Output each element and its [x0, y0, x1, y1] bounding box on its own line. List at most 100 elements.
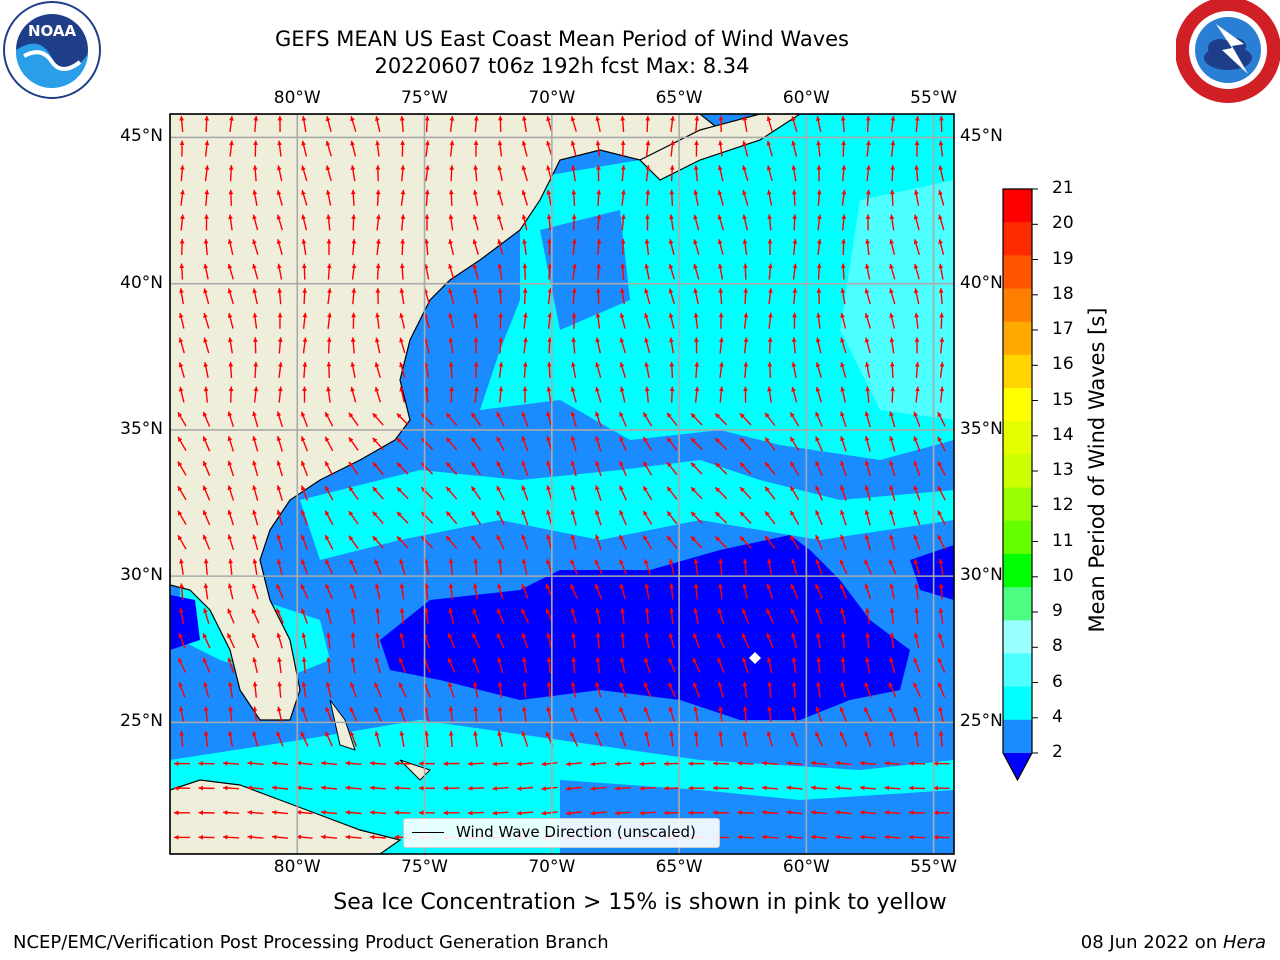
wave-direction-arrowhead — [448, 239, 453, 244]
wave-direction-arrowhead — [864, 460, 870, 466]
wave-direction-arrowhead — [276, 608, 281, 614]
wave-direction-arrowhead — [472, 682, 478, 687]
colorbar-segment — [1003, 454, 1032, 489]
colorbar-segment — [1003, 653, 1032, 688]
wave-direction-arrowhead — [860, 834, 865, 840]
wave-direction-arrowhead — [742, 657, 747, 663]
wave-direction-arrowhead — [447, 633, 453, 639]
longitude-label-bottom: 65°W — [655, 857, 703, 877]
map-frame — [169, 113, 955, 855]
wave-direction-arrowhead — [840, 682, 845, 687]
wave-direction-arrowhead — [473, 337, 479, 342]
wave-direction-arrowhead — [864, 583, 870, 589]
wave-direction-arrowhead — [909, 785, 914, 791]
wave-direction-arrowhead — [372, 413, 378, 419]
wave-direction-arrowhead — [296, 810, 302, 815]
wave-direction-arrowhead — [889, 657, 894, 663]
wave-direction-arrowhead — [766, 731, 772, 737]
wave-direction-arrowhead — [276, 411, 282, 417]
wave-direction-arrowhead — [913, 706, 919, 712]
wave-direction-arrowhead — [766, 633, 771, 639]
wave-direction-arrowhead — [546, 386, 552, 392]
wave-direction-arrowhead — [228, 189, 234, 195]
wave-direction-arrowhead — [472, 288, 478, 294]
wave-direction-arrowhead — [399, 559, 404, 564]
wave-direction-arrowhead — [668, 657, 673, 663]
wave-direction-arrowhead — [247, 760, 253, 766]
wave-direction-arrowhead — [841, 140, 846, 145]
wave-direction-arrowhead — [446, 437, 451, 443]
wave-direction-arrowhead — [888, 559, 894, 565]
wave-direction-arrowhead — [909, 810, 914, 815]
wave-direction-arrowhead — [396, 536, 402, 542]
colorbar-segment — [1003, 189, 1032, 223]
wave-direction-arrowhead — [253, 386, 259, 392]
wave-direction-arrowhead — [326, 214, 331, 220]
wave-direction-arrowhead — [374, 386, 380, 392]
wave-direction-arrowhead — [840, 411, 845, 417]
wave-direction-arrowhead — [644, 263, 650, 269]
colorbar-segment — [1003, 553, 1032, 588]
wave-direction-arrowhead — [743, 337, 749, 343]
wave-direction-arrowhead — [203, 263, 209, 269]
wave-direction-arrowhead — [349, 559, 355, 565]
wave-direction-arrowhead — [272, 834, 277, 840]
wave-direction-arrowhead — [571, 312, 577, 318]
wave-direction-arrowhead — [350, 583, 355, 589]
wave-direction-arrowhead — [717, 633, 722, 639]
wave-direction-arrowhead — [645, 189, 651, 195]
wave-direction-arrowhead — [202, 633, 208, 639]
wave-direction-arrowhead — [864, 263, 870, 269]
wave-direction-arrowhead — [792, 263, 798, 269]
wave-direction-arrowhead — [446, 536, 451, 541]
wave-direction-arrowhead — [203, 583, 209, 589]
wave-direction-arrowhead — [889, 731, 894, 737]
wave-direction-arrowhead — [571, 214, 577, 219]
wave-direction-arrowhead — [815, 534, 820, 540]
wave-direction-arrowhead — [864, 411, 870, 417]
wave-direction-arrowhead — [203, 558, 209, 564]
wave-direction-arrowhead — [811, 834, 816, 840]
wave-direction-arrowhead — [204, 165, 210, 170]
wave-direction-arrowhead — [374, 116, 380, 121]
wave-direction-arrowhead — [667, 486, 672, 492]
wave-direction-arrowhead — [866, 140, 871, 146]
wave-direction-arrowhead — [791, 706, 797, 712]
wave-direction-arrowhead — [447, 657, 453, 663]
wave-direction-arrowhead — [253, 362, 259, 367]
wave-direction-arrowhead — [448, 583, 454, 589]
wave-direction-arrowhead — [348, 412, 354, 418]
colorbar-segment — [1003, 487, 1032, 522]
wave-direction-arrowhead — [325, 461, 330, 467]
wave-direction-arrowhead — [272, 760, 277, 766]
wave-direction-arrowhead — [179, 263, 185, 269]
wave-direction-arrowhead — [840, 485, 845, 491]
wave-direction-arrowhead — [939, 386, 945, 392]
wave-direction-arrowhead — [815, 436, 820, 442]
wave-direction-arrowhead — [276, 706, 282, 712]
wave-direction-arrowhead — [471, 461, 476, 467]
wave-direction-arrowhead — [762, 834, 767, 840]
wave-direction-arrowhead — [937, 535, 942, 541]
wave-direction-arrowhead — [884, 834, 890, 840]
wave-direction-arrowhead — [715, 462, 721, 468]
wave-direction-arrowhead — [715, 536, 721, 542]
wave-direction-arrowhead — [595, 657, 601, 662]
wave-direction-arrowhead — [203, 682, 208, 687]
wave-direction-arrowhead — [251, 608, 257, 614]
wave-direction-arrowhead — [669, 386, 675, 392]
wave-direction-arrowhead — [252, 411, 257, 417]
wave-direction-arrowhead — [473, 116, 479, 121]
wave-direction-arrowhead — [619, 362, 625, 368]
wave-direction-arrowhead — [888, 682, 894, 688]
wave-direction-arrowhead — [765, 486, 770, 492]
wave-direction-arrowhead — [667, 462, 672, 467]
wave-direction-arrowhead — [741, 633, 747, 639]
wave-direction-arrowhead — [595, 460, 600, 466]
wave-direction-arrowhead — [840, 510, 845, 515]
wave-direction-arrowhead — [913, 460, 918, 466]
wave-direction-arrowhead — [816, 657, 822, 662]
wave-direction-arrowhead — [889, 263, 894, 269]
wave-direction-arrowhead — [595, 386, 600, 392]
wave-direction-arrowhead — [301, 436, 306, 442]
